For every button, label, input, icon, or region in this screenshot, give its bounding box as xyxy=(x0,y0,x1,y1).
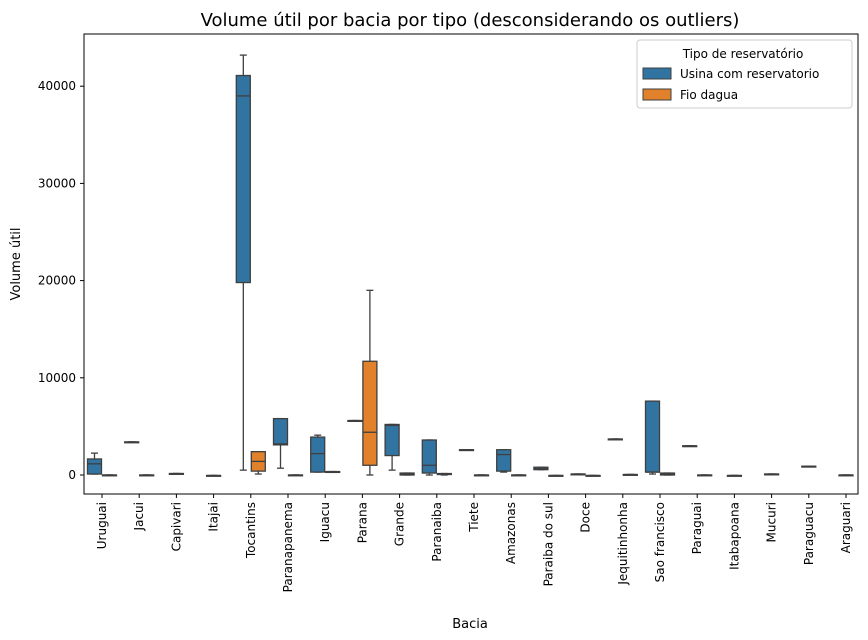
box-parana xyxy=(362,360,378,466)
plot-frame xyxy=(83,33,859,495)
legend-label-usina: Usina com reservatorio xyxy=(680,67,819,81)
legend-swatch-usina xyxy=(642,67,672,80)
x-tick-label: Paraiba do sul xyxy=(541,502,555,586)
box-grande xyxy=(384,423,400,457)
x-tick-label: Grande xyxy=(393,502,407,546)
x-tick-label: Capivari xyxy=(169,502,183,551)
chart-title: Volume útil por bacia por tipo (desconsi… xyxy=(201,10,740,31)
x-tick-label: Tocantins xyxy=(244,502,258,559)
x-tick-label: Paraguai xyxy=(690,502,704,554)
box-amazonas xyxy=(496,449,512,472)
x-tick-label: Paranapanema xyxy=(281,502,295,592)
x-axis-label: Bacia xyxy=(452,617,488,632)
legend-swatch-fio xyxy=(642,88,672,101)
box-paranaiba xyxy=(421,439,437,474)
box-paranapanema xyxy=(272,417,289,446)
legend: Tipo de reservatório Usina com reservato… xyxy=(636,39,853,109)
x-tick-label: Amazonas xyxy=(504,502,518,564)
legend-label-fio: Fio dagua xyxy=(680,88,738,102)
box-uruguai xyxy=(86,458,103,475)
x-tick-label: Mucuri xyxy=(765,502,779,542)
x-tick-label: Jacui xyxy=(132,502,146,531)
box-sao-francisco xyxy=(644,400,661,473)
x-tick-label: Parana xyxy=(355,502,369,543)
x-tick-label: Araguari xyxy=(839,502,853,553)
y-tick-label: 30000 xyxy=(38,176,76,190)
y-tick-label: 40000 xyxy=(38,79,76,93)
x-tick-label: Paranaiba xyxy=(430,502,444,562)
y-tick-label: 20000 xyxy=(38,274,76,288)
x-tick-label: Paraguacu xyxy=(802,502,816,565)
box-tocantins xyxy=(235,74,251,284)
x-tick-label: Jequitinhonha xyxy=(616,502,630,586)
x-tick-label: Sao francisco xyxy=(653,502,667,582)
box-iguacu xyxy=(310,436,326,473)
y-axis-label: Volume útil xyxy=(9,227,24,300)
y-tick-label: 0 xyxy=(68,468,76,482)
x-tick-label: Itajai xyxy=(207,502,221,532)
x-tick-label: Iguacu xyxy=(318,502,332,542)
legend-box xyxy=(636,39,853,109)
x-tick-label: Doce xyxy=(579,502,593,533)
x-tick-label: Uruguai xyxy=(95,502,109,549)
y-tick-label: 10000 xyxy=(38,371,76,385)
x-tick-label: Tiete xyxy=(467,502,481,533)
x-tick-label: Itabapoana xyxy=(727,502,741,570)
legend-title: Tipo de reservatório xyxy=(682,47,804,61)
